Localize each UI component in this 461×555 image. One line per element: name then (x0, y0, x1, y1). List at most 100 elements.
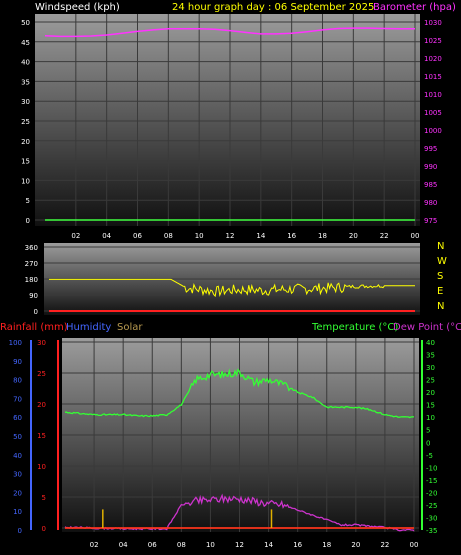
rain-tick: 25 (37, 370, 46, 378)
top-series (44, 27, 415, 221)
direction-tick-labels: 0 90 180 270 360 (25, 244, 38, 316)
windspeed-tick: 15 (21, 158, 30, 166)
dewpoint-line (64, 493, 415, 532)
temperature-tick: 35 (426, 352, 435, 360)
windspeed-tick: 45 (21, 39, 30, 47)
time-tick: 10 (206, 541, 215, 549)
temperature-tick: 20 (426, 389, 435, 397)
windspeed-tick: 20 (21, 138, 30, 146)
compass-letter: E (437, 286, 443, 297)
windspeed-tick: 40 (21, 59, 30, 67)
barometer-tick: 1000 (424, 127, 442, 135)
barometer-tick: 1010 (424, 91, 442, 99)
rain-tick: 15 (37, 432, 46, 440)
humidity-tick: 10 (13, 508, 22, 516)
direction-series (49, 278, 415, 312)
rain-tick: 5 (42, 494, 46, 502)
compass-letter: S (437, 271, 443, 282)
time-tick: 06 (133, 232, 142, 240)
temperature-tick: -35 (426, 527, 437, 535)
humidity-tick: 90 (13, 358, 22, 366)
windspeed-tick: 50 (21, 19, 30, 27)
barometer-axis-label: Barometer (hpa) (373, 2, 456, 13)
windspeed-axis-label: Windspeed (kph) (35, 2, 120, 13)
direction-tick: 90 (29, 292, 38, 300)
rain-tick: 30 (37, 339, 46, 347)
humidity-tick: 30 (13, 471, 22, 479)
barometer-line (44, 27, 415, 38)
barometer-tick: 1020 (424, 55, 442, 63)
time-tick: 22 (380, 541, 389, 549)
barometer-tick: 985 (424, 181, 437, 189)
temperature-tick: -30 (426, 514, 437, 522)
humidity-tick: 0 (18, 527, 22, 535)
barometer-tick-labels: 975 980 985 990 995 1000 1005 1010 1015 1020 1025 1… (424, 19, 442, 225)
direction-line (49, 278, 415, 298)
temperature-tick: 30 (426, 364, 435, 372)
top-plot-area (35, 14, 420, 226)
temperature-tick: 25 (426, 377, 435, 385)
temperature-tick: -20 (426, 489, 437, 497)
direction-tick: 360 (25, 244, 38, 252)
time-tick: 16 (287, 232, 296, 240)
barometer-tick: 975 (424, 217, 437, 225)
compass-letter: W (437, 256, 447, 267)
temperature-tick: -5 (426, 452, 433, 460)
temperature-tick: -10 (426, 464, 437, 472)
barometer-tick: 980 (424, 199, 437, 207)
barometer-tick: 1015 (424, 73, 442, 81)
barometer-tick: 1030 (424, 19, 442, 27)
time-tick: 08 (177, 541, 186, 549)
rain-tick: 10 (37, 463, 46, 471)
legend-humidity: Humidity (66, 322, 111, 333)
temperature-tick: 5 (426, 427, 430, 435)
rain-tick: 0 (42, 525, 46, 533)
time-tick: 02 (90, 541, 99, 549)
barometer-tick: 1005 (424, 109, 442, 117)
humidity-tick: 80 (13, 377, 22, 385)
compass-letter: N (437, 301, 444, 312)
legend-solar: Solar (117, 322, 143, 333)
temperature-tick: 10 (426, 414, 435, 422)
rain-tick-labels: 0 5 10 15 20 25 30 (37, 339, 46, 533)
time-tick: 02 (71, 232, 80, 240)
windspeed-tick: 25 (21, 118, 30, 126)
compass-letter: N (437, 241, 444, 252)
temperature-tick: -25 (426, 502, 437, 510)
humidity-tick: 60 (13, 414, 22, 422)
temperature-line (64, 368, 415, 419)
temperature-tick: 0 (426, 439, 430, 447)
bottom-time-tick-labels: 02 04 06 08 10 12 14 16 18 20 22 00 (90, 541, 419, 549)
rain-tick: 20 (37, 401, 46, 409)
time-tick: 04 (102, 232, 111, 240)
direction-tick: 0 (34, 308, 38, 316)
humidity-tick: 70 (13, 395, 22, 403)
humidity-tick: 40 (13, 452, 22, 460)
graph-title: 24 hour graph day : 06 September 2025 (172, 2, 374, 13)
time-tick: 16 (293, 541, 302, 549)
temperature-tick: 40 (426, 339, 435, 347)
legend-temperature: Temperature (°C) (311, 322, 398, 333)
time-tick: 20 (349, 232, 358, 240)
humidity-tick: 50 (13, 433, 22, 441)
legend-dewpoint: Dew Point (°C) (393, 322, 461, 333)
legend-rainfall: Rainfall (mm) (0, 322, 68, 333)
time-tick: 00 (410, 541, 419, 549)
temperature-tick: -15 (426, 477, 437, 485)
windspeed-tick: 0 (26, 217, 30, 225)
time-tick: 18 (318, 232, 327, 240)
windspeed-tick: 35 (21, 78, 30, 86)
time-tick: 08 (164, 232, 173, 240)
windspeed-tick: 10 (21, 177, 30, 185)
time-tick: 14 (264, 541, 273, 549)
humidity-tick-labels: 0 10 20 30 40 50 60 70 80 90 100 (9, 339, 22, 535)
time-tick: 00 (411, 232, 420, 240)
barometer-tick: 995 (424, 145, 437, 153)
top-grid (35, 14, 420, 226)
windspeed-tick: 30 (21, 98, 30, 106)
direction-tick: 180 (25, 276, 38, 284)
time-tick: 20 (351, 541, 360, 549)
time-tick: 12 (226, 232, 235, 240)
